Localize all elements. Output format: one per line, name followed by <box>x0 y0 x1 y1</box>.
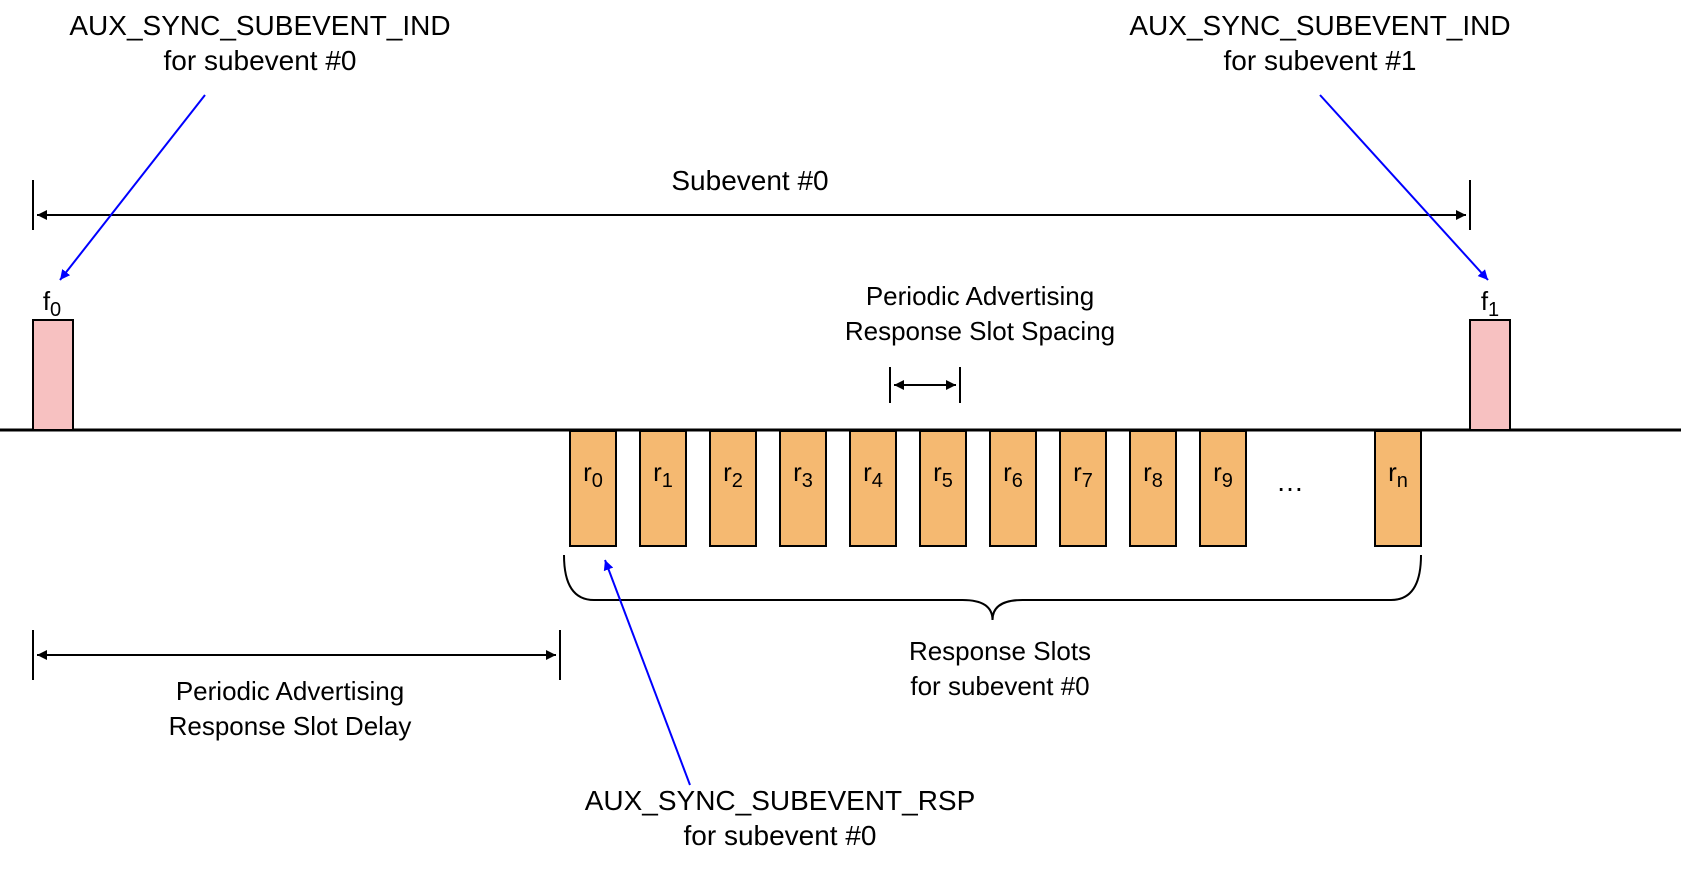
f1-box <box>1470 320 1510 430</box>
f1-box-label: f1 <box>1481 286 1499 321</box>
slot-spacing-label-1: Periodic Advertising <box>866 281 1094 311</box>
arrow-ind-0 <box>60 95 205 280</box>
subevent-title: Subevent #0 <box>671 165 828 196</box>
slot-spacing-label-2: Response Slot Spacing <box>845 316 1115 346</box>
rsp-label-1: AUX_SYNC_SUBEVENT_RSP <box>585 785 976 816</box>
delay-label-2: Response Slot Delay <box>169 711 412 741</box>
top-label-right-line2: for subevent #1 <box>1223 45 1416 76</box>
response-slots-label-1: Response Slots <box>909 636 1091 666</box>
response-slots-brace <box>564 555 1421 620</box>
f0-box <box>33 320 73 430</box>
delay-label-1: Periodic Advertising <box>176 676 404 706</box>
top-label-right-line1: AUX_SYNC_SUBEVENT_IND <box>1129 10 1510 41</box>
top-label-left-line1: AUX_SYNC_SUBEVENT_IND <box>69 10 450 41</box>
f0-box-label: f0 <box>43 286 61 321</box>
timing-diagram: AUX_SYNC_SUBEVENT_INDfor subevent #0 AUX_… <box>0 0 1681 869</box>
response-slots-label-2: for subevent #0 <box>910 671 1089 701</box>
r-ellipsis: … <box>1276 466 1304 497</box>
rsp-label-2: for subevent #0 <box>683 820 876 851</box>
top-label-left-line2: for subevent #0 <box>163 45 356 76</box>
arrow-rsp <box>605 560 690 785</box>
arrow-ind-1 <box>1320 95 1488 280</box>
